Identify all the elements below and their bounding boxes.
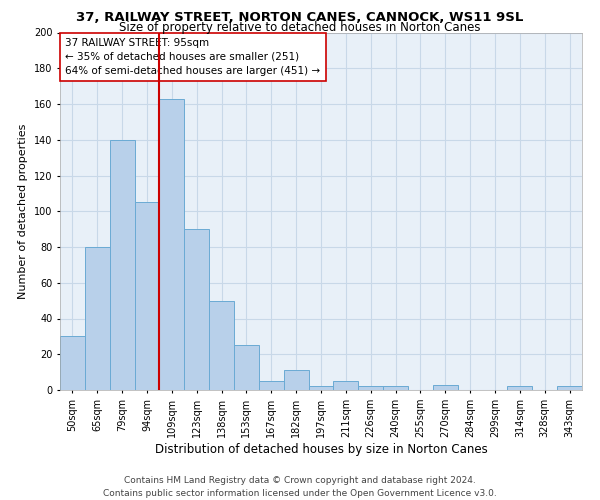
Bar [85, 247, 110, 390]
Bar [134, 202, 160, 390]
Bar [358, 386, 383, 390]
Bar [508, 386, 532, 390]
Bar [234, 346, 259, 390]
Bar [334, 381, 358, 390]
Bar [284, 370, 308, 390]
Bar [433, 384, 458, 390]
Bar [60, 336, 85, 390]
Text: Contains HM Land Registry data © Crown copyright and database right 2024.
Contai: Contains HM Land Registry data © Crown c… [103, 476, 497, 498]
Bar [383, 386, 408, 390]
Bar [110, 140, 134, 390]
Text: 37, RAILWAY STREET, NORTON CANES, CANNOCK, WS11 9SL: 37, RAILWAY STREET, NORTON CANES, CANNOC… [76, 11, 524, 24]
Y-axis label: Number of detached properties: Number of detached properties [19, 124, 28, 299]
Bar [184, 229, 209, 390]
Bar [160, 98, 184, 390]
Bar [209, 300, 234, 390]
Text: 37 RAILWAY STREET: 95sqm
← 35% of detached houses are smaller (251)
64% of semi-: 37 RAILWAY STREET: 95sqm ← 35% of detach… [65, 38, 320, 76]
Bar [557, 386, 582, 390]
Bar [308, 386, 334, 390]
Bar [259, 381, 284, 390]
X-axis label: Distribution of detached houses by size in Norton Canes: Distribution of detached houses by size … [155, 442, 487, 456]
Text: Size of property relative to detached houses in Norton Canes: Size of property relative to detached ho… [119, 21, 481, 34]
